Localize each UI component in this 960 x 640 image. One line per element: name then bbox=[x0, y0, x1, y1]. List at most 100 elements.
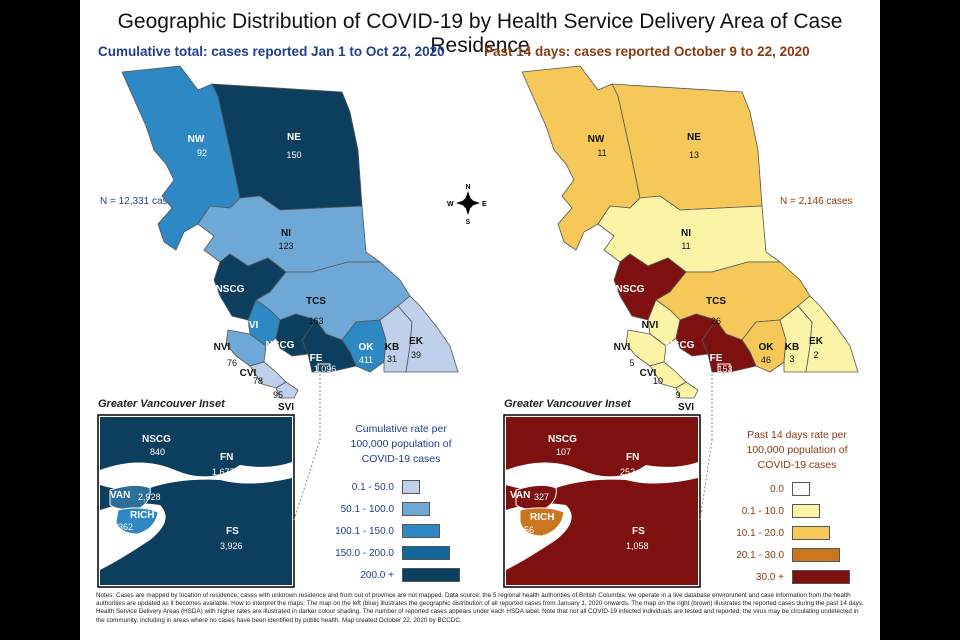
inset-label-van: VAN bbox=[110, 490, 130, 501]
region-value-ok: 46 bbox=[761, 355, 771, 365]
inset-value-rich: 56 bbox=[524, 525, 534, 535]
region-label-cvi: CVI bbox=[640, 368, 657, 379]
inset-label-rich: RICH bbox=[530, 512, 554, 523]
region-label-svi: SVI bbox=[278, 402, 294, 413]
legend-label: 0.1 - 50.0 bbox=[351, 481, 394, 493]
region-value-nvi2: 5 bbox=[629, 358, 634, 368]
legend-item: 0.1 - 10.0 bbox=[720, 504, 820, 518]
region-ek bbox=[797, 295, 859, 373]
inset-locator-box bbox=[717, 363, 731, 375]
inset-value-nscg: 840 bbox=[150, 447, 165, 457]
region-nvi bbox=[247, 299, 281, 347]
region-value-nw: 92 bbox=[197, 148, 207, 158]
region-value-fe: 153 bbox=[717, 364, 732, 374]
region-value-nvi2: 76 bbox=[227, 358, 237, 368]
region-label-nscg2: NSCG bbox=[666, 340, 695, 351]
region-label-cvi: CVI bbox=[240, 368, 257, 379]
legend-label: 10.1 - 20.0 bbox=[736, 527, 784, 539]
region-label-nw: NW bbox=[188, 134, 205, 145]
compass-rose-icon: N S E W bbox=[447, 184, 487, 226]
legend-label: 0.1 - 10.0 bbox=[741, 505, 784, 517]
region-label-kb: KB bbox=[785, 342, 799, 353]
legend-item: 200.0 + bbox=[330, 568, 460, 582]
region-value-svi: 95 bbox=[273, 390, 283, 400]
legend-swatch bbox=[792, 548, 840, 562]
inset-locator-box bbox=[317, 363, 331, 375]
legend-label: 50.1 - 100.0 bbox=[340, 503, 394, 515]
region-label-tcs: TCS bbox=[706, 296, 726, 307]
legend-label: 150.0 - 200.0 bbox=[335, 547, 394, 559]
notes-text: Notes: Cases are mapped by location of r… bbox=[96, 592, 864, 624]
region-value-tcs: 26 bbox=[711, 316, 721, 326]
region-value-fe: 1,096 bbox=[314, 364, 337, 374]
region-value-tcs: 163 bbox=[308, 316, 323, 326]
region-label-ni: NI bbox=[681, 228, 691, 239]
compass-s: S bbox=[466, 219, 471, 226]
left-inset-title: Greater Vancouver Inset bbox=[98, 398, 225, 410]
region-label-nvi2: NVI bbox=[614, 342, 631, 353]
region-value-ok: 411 bbox=[359, 355, 373, 365]
inset-value-fn: 1,677 bbox=[212, 467, 235, 477]
region-label-ok: OK bbox=[759, 342, 775, 353]
region-value-kb: 3 bbox=[789, 354, 794, 364]
right-legend-title: Past 14 days rate per 100,000 population… bbox=[746, 429, 848, 471]
left-case-count: N = 12,331 cases bbox=[100, 196, 179, 207]
region-label-fe: FE bbox=[310, 353, 323, 364]
region-svi bbox=[675, 381, 699, 399]
legend-swatch bbox=[792, 504, 820, 518]
region-label-kb: KB bbox=[385, 342, 399, 353]
right-vancouver-inset bbox=[503, 372, 713, 588]
legend-swatch bbox=[792, 482, 810, 496]
compass-e: E bbox=[482, 201, 487, 208]
region-label-nvi: NVI bbox=[642, 320, 659, 331]
compass-n: N bbox=[466, 184, 471, 191]
region-ek bbox=[397, 295, 459, 373]
region-value-ne: 13 bbox=[689, 150, 699, 160]
left-legend-title: Cumulative rate per 100,000 population o… bbox=[350, 423, 452, 465]
region-label-ni: NI bbox=[281, 228, 291, 239]
region-label-nscg: NSCG bbox=[216, 284, 245, 295]
left-vancouver-inset bbox=[97, 372, 321, 588]
legend-item: 150.0 - 200.0 bbox=[330, 546, 450, 560]
right-map-subtitle: Past 14 days: cases reported October 9 t… bbox=[484, 44, 810, 59]
inset-value-nscg: 107 bbox=[556, 447, 571, 457]
inset-value-van: 2,928 bbox=[138, 492, 161, 502]
legend-swatch bbox=[402, 546, 450, 560]
region-label-ne: NE bbox=[687, 132, 701, 143]
region-label-ne: NE bbox=[287, 132, 301, 143]
legend-label: 200.0 + bbox=[360, 569, 394, 581]
region-value-ne: 150 bbox=[286, 150, 301, 160]
page-title: Geographic Distribution of COVID-19 by H… bbox=[117, 10, 843, 57]
inset-label-rich: RICH bbox=[130, 510, 154, 521]
inset-label-fs: FS bbox=[226, 526, 239, 537]
region-value-nw: 11 bbox=[597, 148, 606, 158]
inset-value-rich: 362 bbox=[118, 522, 133, 532]
region-value-ek: 2 bbox=[813, 350, 818, 360]
region-label-fe: FE bbox=[710, 353, 723, 364]
region-nscg2 bbox=[275, 313, 317, 357]
right-inset-labels: NSCG 107 FN 252 VAN 327 RICH 56 FS 1,058 bbox=[510, 434, 649, 551]
legend-swatch bbox=[402, 502, 430, 516]
inset-label-nscg: NSCG bbox=[548, 434, 577, 445]
legend-swatch bbox=[402, 524, 440, 538]
region-nscg2 bbox=[675, 313, 717, 357]
legend-label: 100.1 - 150.0 bbox=[335, 525, 394, 537]
region-value-ni: 11 bbox=[681, 241, 690, 251]
legend-item: 100.1 - 150.0 bbox=[330, 524, 440, 538]
inset-label-fs: FS bbox=[632, 526, 645, 537]
region-label-ek: EK bbox=[409, 336, 424, 347]
inset-value-fs: 3,926 bbox=[220, 541, 243, 551]
legend-swatch bbox=[792, 570, 850, 584]
region-label-nvi: NVI bbox=[242, 320, 259, 331]
right-inset-title: Greater Vancouver Inset bbox=[504, 398, 631, 410]
region-value-cvi: 78 bbox=[253, 376, 263, 386]
legend-swatch bbox=[402, 568, 460, 582]
legend-item: 0.0 bbox=[720, 482, 810, 496]
inset-value-fs: 1,058 bbox=[626, 541, 649, 551]
region-label-ok: OK bbox=[359, 342, 375, 353]
region-value-cvi: 10 bbox=[653, 376, 663, 386]
region-label-svi: SVI bbox=[678, 402, 694, 413]
left-map-subtitle: Cumulative total: cases reported Jan 1 t… bbox=[98, 44, 445, 59]
left-inset-labels: NSCG 840 FN 1,677 VAN 2,928 RICH 362 FS … bbox=[110, 434, 243, 551]
